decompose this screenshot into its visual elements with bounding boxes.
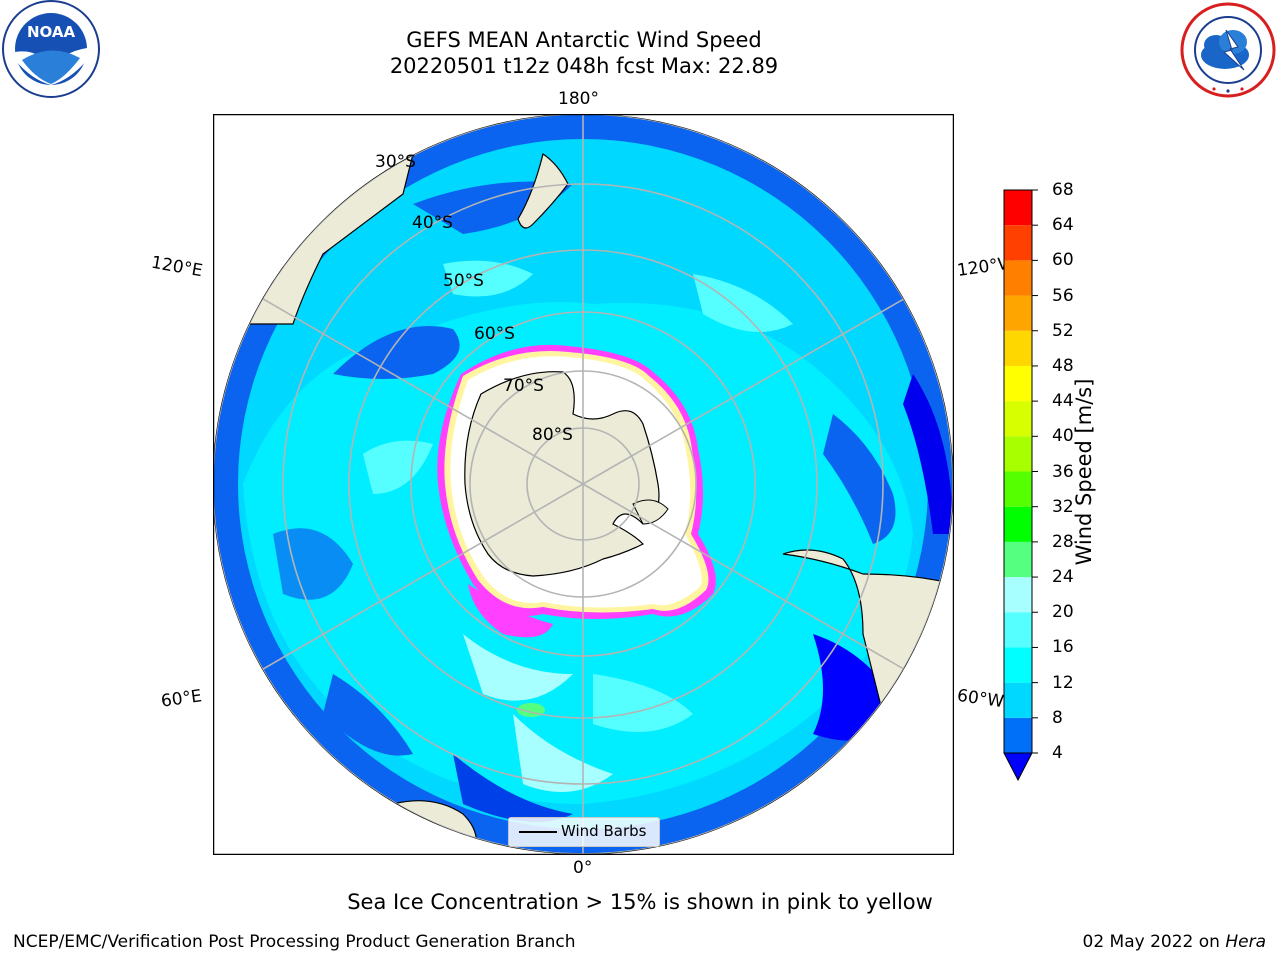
colorbar-tick-label: 16 xyxy=(1052,637,1074,658)
colorbar-segment xyxy=(1004,260,1032,296)
footer-date: 02 May 2022 on Hera xyxy=(1083,932,1267,952)
lon-label-0: 0° xyxy=(573,858,593,878)
wind-barb-legend-line xyxy=(519,831,557,833)
chart-title: GEFS MEAN Antarctic Wind Speed xyxy=(406,28,762,52)
wind-barbs-legend-label: Wind Barbs xyxy=(561,822,647,840)
colorbar-tick-label: 52 xyxy=(1052,320,1074,341)
colorbar-segment xyxy=(1004,717,1032,753)
colorbar-segment xyxy=(1004,330,1032,366)
colorbar-tick-label: 64 xyxy=(1052,215,1074,236)
colorbar-tick-label: 40 xyxy=(1052,426,1074,447)
colorbar-segment xyxy=(1004,401,1032,437)
colorbar-tick-label: 48 xyxy=(1052,355,1074,376)
colorbar-title: Wind Speed [m/s] xyxy=(1072,378,1096,566)
antarctic-wind-speed-map: 180° 0° 120°E 60°E 120°W 60°W 30°S 40°S … xyxy=(150,89,1016,878)
lat-label-80s: 80°S xyxy=(532,425,573,445)
footer-machine: Hera xyxy=(1225,932,1266,952)
colorbar-segment xyxy=(1004,436,1032,472)
lat-label-40s: 40°S xyxy=(412,213,453,233)
colorbar-scale xyxy=(1003,189,1038,782)
sea-ice-note: Sea Ice Concentration > 15% is shown in … xyxy=(347,890,933,914)
colorbar-tick-label: 68 xyxy=(1052,180,1074,200)
colorbar-segment xyxy=(1004,295,1032,331)
lon-label-120e: 120°E xyxy=(149,252,205,282)
lon-label-180: 180° xyxy=(558,89,599,109)
lat-label-30s: 30°S xyxy=(375,152,416,172)
noaa-logo: NOAA xyxy=(0,0,102,100)
colorbar-tick-label: 44 xyxy=(1052,391,1074,412)
graticule xyxy=(213,114,953,854)
colorbar-tick-label: 12 xyxy=(1052,672,1074,693)
lat-label-50s: 50°S xyxy=(443,271,484,291)
wind-barbs-legend: Wind Barbs xyxy=(508,817,660,847)
footer-date-text: 02 May 2022 on xyxy=(1082,932,1220,952)
colorbar-tick-label: 60 xyxy=(1052,250,1074,271)
lon-label-60w: 60°W xyxy=(955,685,1006,713)
noaa-logo-text: NOAA xyxy=(27,23,76,41)
lat-label-70s: 70°S xyxy=(503,376,544,396)
colorbar-segment xyxy=(1004,647,1032,683)
colorbar-extend-min xyxy=(1003,752,1033,782)
chart-subtitle: 20220501 t12z 048h fcst Max: 22.89 xyxy=(389,54,779,78)
national-weather-service-logo xyxy=(1178,0,1278,100)
colorbar-segment xyxy=(1004,682,1032,718)
colorbar-tick-label: 20 xyxy=(1052,602,1074,623)
colorbar-tick-label: 24 xyxy=(1052,567,1074,588)
colorbar-segment xyxy=(1004,471,1032,507)
colorbar-segment xyxy=(1004,577,1032,613)
colorbar-segment xyxy=(1004,506,1032,542)
colorbar-tick-label: 8 xyxy=(1052,707,1063,728)
colorbar-tick-label: 36 xyxy=(1052,461,1074,482)
colorbar-tick-label: 32 xyxy=(1052,496,1074,517)
colorbar-tick-label: 4 xyxy=(1052,743,1063,763)
colorbar-segment xyxy=(1004,225,1032,261)
colorbar-segment xyxy=(1004,612,1032,648)
colorbar-tick-label: 28 xyxy=(1052,531,1074,552)
lon-label-60e: 60°E xyxy=(159,686,204,712)
footer-branch: NCEP/EMC/Verification Post Processing Pr… xyxy=(13,932,576,952)
lat-label-60s: 60°S xyxy=(474,324,515,344)
colorbar-segment xyxy=(1004,190,1032,226)
colorbar xyxy=(1003,188,1053,788)
colorbar-tick-label: 56 xyxy=(1052,285,1074,306)
colorbar-segment xyxy=(1004,541,1032,578)
colorbar-segment xyxy=(1004,365,1032,402)
